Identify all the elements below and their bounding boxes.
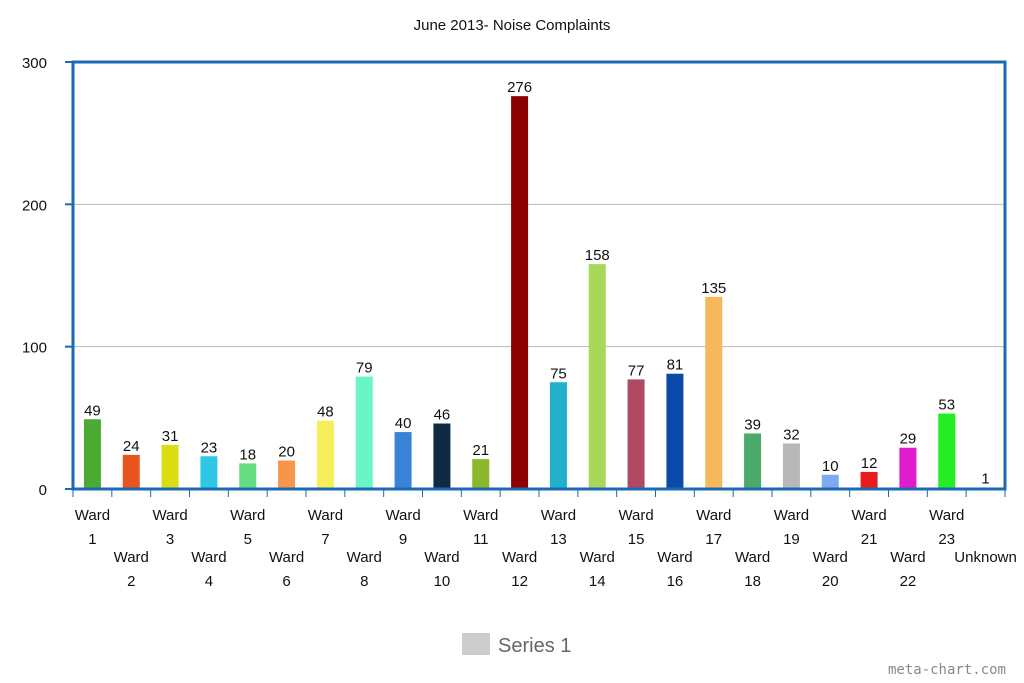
data-label: 32 [783,426,800,443]
data-label: 18 [239,446,256,463]
data-label: 276 [507,79,532,96]
y-axis: 0 100 200 300 [22,55,73,499]
bar[interactable] [821,474,839,489]
x-tick-label: Ward 13 [541,507,576,548]
data-label: 40 [395,415,412,432]
data-label: 77 [628,362,645,379]
x-tick-label: Ward 3 [152,507,187,548]
legend-swatch [462,633,490,655]
bar[interactable] [511,96,529,489]
data-label: 24 [123,438,140,455]
x-tick-label: Ward 7 [308,507,343,548]
bars [83,96,995,489]
bar[interactable] [316,420,334,489]
bar[interactable] [782,443,800,489]
bar[interactable] [433,423,451,489]
bar[interactable] [744,433,762,489]
x-tick-label: Ward 6 [269,549,304,590]
bar[interactable] [472,459,490,489]
x-tick-label: Ward 1 [75,507,110,548]
legend[interactable]: Series 1 [462,633,571,657]
x-tick-label: Ward 16 [657,549,692,590]
y-tick-label: 0 [39,482,47,499]
bar[interactable] [627,379,645,489]
y-tick-label: 200 [22,197,47,214]
bar[interactable] [83,419,101,489]
legend-label: Series 1 [498,635,571,657]
watermark-text: meta-chart.com [888,662,1006,678]
data-label: 158 [585,247,610,264]
x-tick-label: Ward 12 [502,549,537,590]
data-label: 21 [472,442,489,459]
data-label: 23 [201,439,218,456]
x-tick-label: Ward 14 [580,549,615,590]
data-label: 20 [278,444,295,461]
data-label: 12 [861,455,878,472]
bar[interactable] [239,463,257,489]
x-tick-label: Unknown [954,549,1017,566]
x-tick-label: Ward 17 [696,507,731,548]
plot-frame [71,60,1007,491]
gridlines [73,203,1005,348]
data-label: 10 [822,458,839,475]
x-tick-label: Ward 18 [735,549,770,590]
x-tick-label: Ward 11 [463,507,498,548]
x-tick-label: Ward 23 [929,507,964,548]
data-labels: 49 24 31 23 18 20 48 79 40 46 21 276 75 158 77 81 135 39 3… [84,79,990,487]
bar[interactable] [938,413,956,489]
data-label: 39 [744,416,761,433]
data-label: 135 [701,280,726,297]
bar[interactable] [122,454,140,489]
x-tick-label: Ward 2 [114,549,149,590]
data-label: 31 [162,428,179,445]
x-tick-label: Ward 9 [385,507,420,548]
bar[interactable] [666,373,684,489]
data-label: 46 [434,407,451,424]
x-tick-label: Ward 21 [851,507,886,548]
data-label: 29 [900,431,917,448]
data-label: 1 [981,471,989,488]
x-tick-label: Ward 15 [618,507,653,548]
bar[interactable] [549,382,567,489]
data-label: 81 [667,357,684,374]
y-tick-label: 100 [22,340,47,357]
x-tick-label: Ward 19 [774,507,809,548]
data-label: 49 [84,402,101,419]
bar[interactable] [588,264,606,489]
bar[interactable] [355,376,373,489]
x-tick-label: Ward 10 [424,549,459,590]
x-tick-label: Ward 5 [230,507,265,548]
x-tick-label: Ward 20 [813,549,848,590]
bar[interactable] [161,444,179,489]
bar[interactable] [899,447,917,489]
data-label: 79 [356,360,373,377]
bar[interactable] [200,456,218,489]
data-label: 53 [938,397,955,414]
y-tick-label: 300 [22,55,47,72]
chart-title: June 2013- Noise Complaints [414,17,611,34]
bar[interactable] [394,432,412,489]
x-tick-label: Ward 4 [191,549,226,590]
data-label: 48 [317,404,334,421]
data-label: 75 [550,365,567,382]
bar[interactable] [860,471,878,489]
bar[interactable] [705,296,723,489]
x-tick-label: Ward 22 [890,549,925,590]
x-tick-label: Ward 8 [347,549,382,590]
bar[interactable] [278,460,296,489]
